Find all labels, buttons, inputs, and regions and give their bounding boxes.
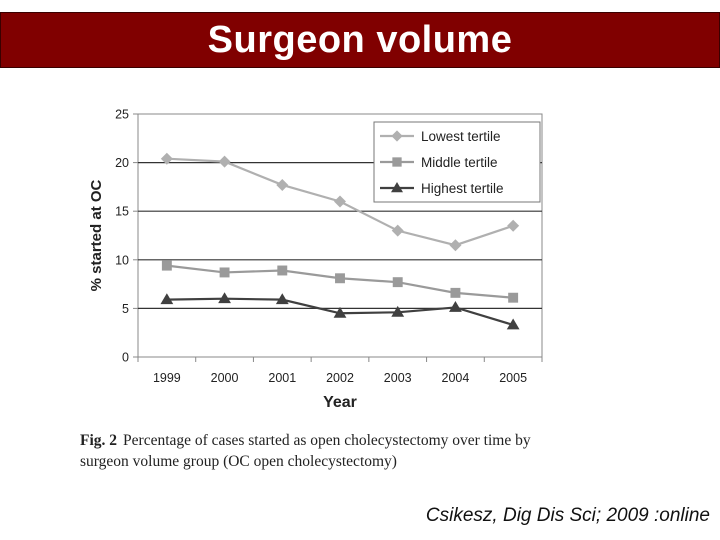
data-point-middle-tertile xyxy=(450,287,461,298)
data-point-middle-tertile xyxy=(219,267,230,278)
y-tick-label: 5 xyxy=(122,302,129,316)
x-tick-label: 2000 xyxy=(211,371,239,385)
data-point-lowest-tertile xyxy=(276,178,289,191)
citation: Csikesz, Dig Dis Sci; 2009 :online xyxy=(425,505,710,526)
y-axis-label: % started at OC xyxy=(88,179,105,291)
legend-marker-lowest-tertile xyxy=(391,130,403,142)
data-point-highest-tertile xyxy=(391,305,405,317)
data-point-lowest-tertile xyxy=(507,219,520,232)
y-tick-label: 10 xyxy=(115,253,129,267)
y-tick-label: 25 xyxy=(115,108,129,122)
data-point-highest-tertile xyxy=(506,318,520,330)
data-point-middle-tertile xyxy=(277,265,288,276)
legend-marker-highest-tertile xyxy=(391,182,403,193)
caption-label: Fig. 2 xyxy=(80,432,118,449)
x-tick-label: 2004 xyxy=(442,371,470,385)
data-point-highest-tertile xyxy=(449,301,462,312)
data-point-lowest-tertile xyxy=(449,239,462,252)
x-tick-label: 2003 xyxy=(384,371,412,385)
caption-text: Percentage of cases started as open chol… xyxy=(80,432,531,470)
data-point-middle-tertile xyxy=(392,277,403,288)
legend-marker-middle-tertile xyxy=(392,157,402,167)
legend-label-highest-tertile: Highest tertile xyxy=(421,181,504,196)
y-tick-label: 15 xyxy=(115,205,129,219)
data-point-lowest-tertile xyxy=(160,152,173,165)
data-point-lowest-tertile xyxy=(391,224,404,237)
legend-label-middle-tertile: Middle tertile xyxy=(421,155,498,170)
data-point-highest-tertile xyxy=(218,292,231,304)
data-point-middle-tertile xyxy=(335,273,345,284)
data-point-highest-tertile xyxy=(333,306,347,318)
x-tick-label: 2002 xyxy=(326,371,354,385)
data-point-highest-tertile xyxy=(275,293,289,305)
data-point-highest-tertile xyxy=(160,293,174,305)
plot-frame xyxy=(137,113,543,358)
data-point-lowest-tertile xyxy=(218,155,231,168)
x-tick-label: 2005 xyxy=(499,371,527,385)
figure-caption: Fig. 2 Percentage of cases started as ope… xyxy=(80,430,560,472)
slide-title: Surgeon volume xyxy=(207,18,513,61)
data-point-middle-tertile xyxy=(508,292,519,303)
y-tick-label: 20 xyxy=(115,156,129,170)
legend-label-lowest-tertile: Lowest tertile xyxy=(421,129,501,144)
title-bar: Surgeon volume xyxy=(0,12,720,68)
x-tick-label: 2001 xyxy=(268,371,296,385)
data-point-middle-tertile xyxy=(161,260,172,271)
x-tick-label: 1999 xyxy=(153,371,181,385)
data-point-lowest-tertile xyxy=(334,195,346,208)
x-axis-label: Year xyxy=(323,394,357,411)
y-tick-label: 0 xyxy=(122,351,129,365)
